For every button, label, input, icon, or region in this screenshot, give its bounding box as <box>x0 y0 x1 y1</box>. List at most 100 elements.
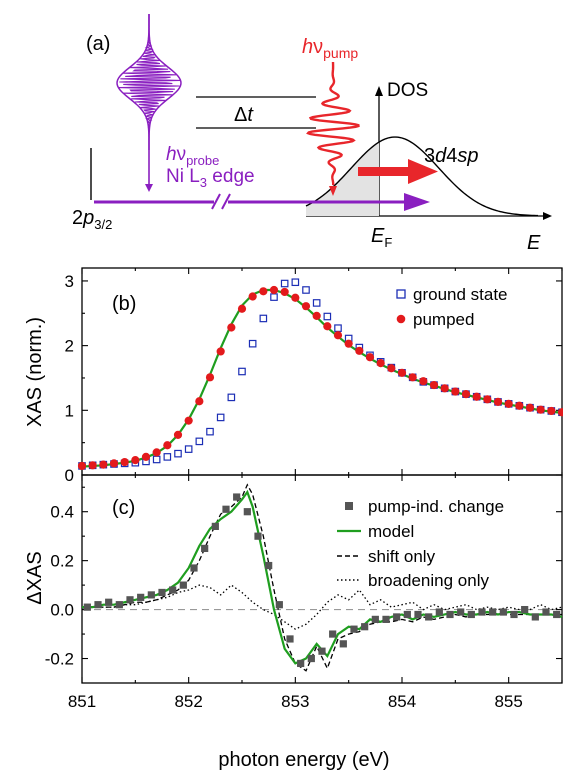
pump-change-point <box>233 493 240 500</box>
ground-state-point <box>228 394 234 400</box>
x-axis-label: photon energy (eV) <box>218 749 389 771</box>
probe-edge-label: Ni L3 edge <box>166 166 255 190</box>
probe-photon-label: hνprobe <box>166 144 219 168</box>
pumped-point <box>547 407 555 415</box>
x-tick-label: 852 <box>174 692 202 711</box>
pumped-point <box>78 462 86 470</box>
pump-change-point <box>180 582 187 589</box>
pumped-point <box>313 312 321 320</box>
ground-state-point <box>313 300 319 306</box>
pumped-point <box>121 458 129 466</box>
pumped-point <box>355 347 363 355</box>
pump-change-point <box>382 616 389 623</box>
pumped-point <box>441 384 449 392</box>
delta-y-tick-label: 0.0 <box>50 601 74 620</box>
excitation-arrow-shaft <box>358 167 410 176</box>
pump-change-point <box>222 506 229 513</box>
energy-axis-arrowhead <box>543 212 552 220</box>
pump-change-point <box>308 655 315 662</box>
ground-state-point <box>239 368 245 374</box>
pump-change-point <box>158 589 165 596</box>
dos-axis-arrowhead <box>375 86 383 96</box>
pump-change-point <box>532 613 539 620</box>
pump-change-point <box>457 608 464 615</box>
legend-label-pump-change: pump-ind. change <box>368 497 504 516</box>
ground-state-point <box>196 438 202 444</box>
pumped-point <box>206 373 214 381</box>
core-level-label: 2p3/2 <box>72 207 112 232</box>
xas-y-tick-label: 1 <box>65 401 74 420</box>
legend-label-model: model <box>368 522 414 541</box>
ground-state-point <box>249 340 255 346</box>
pump-change-point <box>201 545 208 552</box>
ground-state-point <box>292 279 298 285</box>
pump-change-point <box>446 611 453 618</box>
pump-photon-label: hνpump <box>302 36 358 61</box>
legend-marker-ground-state <box>397 290 405 298</box>
x-tick-label: 851 <box>68 692 96 711</box>
pumped-point <box>473 393 481 401</box>
band-label: 3d4sp <box>424 145 479 167</box>
dos-label: DOS <box>387 80 428 101</box>
pumped-point <box>537 406 545 414</box>
probe-pulse-envelope-right <box>149 14 181 150</box>
pump-change-point <box>329 630 336 637</box>
pumped-point <box>505 400 513 408</box>
pump-change-point <box>361 623 368 630</box>
pumped-point <box>291 294 299 302</box>
ground-state-point <box>271 294 277 300</box>
pump-change-point <box>297 660 304 667</box>
ground-state-point <box>335 325 341 331</box>
pumped-point <box>131 456 139 464</box>
pump-change-point <box>94 601 101 608</box>
pumped-point <box>345 340 353 348</box>
xas-panel: (b) XAS (norm.) 0123 ground state pumped <box>24 268 563 485</box>
ground-state-point <box>260 315 266 321</box>
pump-change-point <box>84 604 91 611</box>
ground-state-point <box>303 287 309 293</box>
pump-change-point <box>425 613 432 620</box>
pump-change-point <box>510 611 517 618</box>
pumped-point <box>526 404 534 412</box>
pumped-point <box>462 390 470 398</box>
pumped-point <box>195 397 203 405</box>
pump-change-point <box>148 591 155 598</box>
pump-change-point <box>542 608 549 615</box>
pumped-point <box>249 292 257 300</box>
delay-label: Δt <box>234 104 254 126</box>
pump-change-point <box>393 613 400 620</box>
pumped-point <box>387 364 395 372</box>
legend-label-pumped: pumped <box>413 310 474 329</box>
pumped-point <box>89 461 97 469</box>
x-tick-label: 854 <box>388 692 416 711</box>
pump-change-point <box>265 562 272 569</box>
pumped-point <box>270 286 278 294</box>
pumped-point <box>217 347 225 355</box>
pump-change-point <box>340 640 347 647</box>
pump-change-point <box>254 533 261 540</box>
pump-change-point <box>212 523 219 530</box>
pumped-point <box>451 387 459 395</box>
ground-state-point <box>217 414 223 420</box>
pump-change-point <box>468 611 475 618</box>
pump-change-point <box>350 626 357 633</box>
ground-state-point <box>281 280 287 286</box>
xas-legend: ground state pumped <box>397 285 508 329</box>
pumped-point <box>153 448 161 456</box>
pumped-point <box>142 453 150 461</box>
delta-xas-panel: (c) ΔXAS photon energy (eV) -0.2 0.0 0.2 0.… <box>24 475 562 771</box>
pumped-point <box>366 353 374 361</box>
ground-state-point <box>185 446 191 452</box>
panel-label-b: (b) <box>112 293 136 315</box>
pump-change-point <box>137 594 144 601</box>
pump-change-point <box>553 611 560 618</box>
pump-change-point <box>436 608 443 615</box>
pump-pulse-icon <box>308 62 358 185</box>
pumped-point <box>238 305 246 313</box>
delta-y-tick-label: 0.4 <box>50 503 74 522</box>
pump-change-point <box>286 635 293 642</box>
xas-model-line <box>82 290 562 467</box>
pump-change-point <box>372 616 379 623</box>
ground-state-point <box>175 450 181 456</box>
